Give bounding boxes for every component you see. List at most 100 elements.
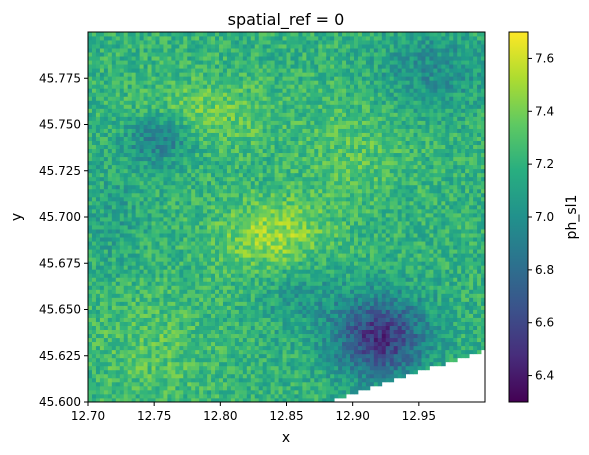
heatmap-cell	[342, 253, 347, 258]
heatmap-cell	[357, 225, 363, 230]
heatmap-cell	[437, 196, 442, 202]
heatmap-cell	[143, 265, 148, 270]
heatmap-cell	[282, 341, 287, 347]
heatmap-cell	[350, 196, 355, 202]
heatmap-cell	[219, 261, 224, 266]
heatmap-cell	[346, 261, 351, 266]
heatmap-cell	[234, 309, 240, 314]
heatmap-cell	[123, 337, 129, 343]
heatmap-cell	[357, 249, 363, 254]
heatmap-cell	[405, 192, 410, 198]
heatmap-cell	[361, 345, 367, 351]
heatmap-cell	[215, 309, 220, 314]
heatmap-cell	[258, 309, 264, 314]
heatmap-cell	[342, 389, 347, 395]
heatmap-cell	[147, 200, 152, 206]
heatmap-cell	[294, 361, 299, 367]
heatmap-cell	[449, 293, 454, 298]
heatmap-cell	[322, 233, 327, 238]
heatmap-cell	[377, 361, 383, 367]
heatmap-cell	[163, 341, 168, 347]
heatmap-cell	[433, 349, 438, 355]
heatmap-cell	[306, 225, 311, 230]
heatmap-cell	[151, 297, 156, 302]
heatmap-cell	[226, 241, 232, 246]
heatmap-cell	[99, 361, 105, 367]
heatmap-cell	[246, 253, 252, 258]
heatmap-cell	[401, 341, 406, 347]
heatmap-cell	[353, 257, 359, 262]
heatmap-cell	[219, 337, 224, 343]
heatmap-cell	[270, 261, 275, 266]
heatmap-cell	[405, 233, 410, 238]
heatmap-cell	[238, 208, 244, 214]
heatmap-cell	[187, 365, 192, 371]
heatmap-cell	[401, 345, 406, 351]
heatmap-cell	[361, 261, 367, 266]
heatmap-cell	[226, 297, 232, 302]
heatmap-cell	[207, 261, 212, 266]
heatmap-cell	[385, 208, 391, 214]
heatmap-cell	[465, 217, 470, 222]
heatmap-cell	[274, 281, 279, 286]
heatmap-cell	[131, 393, 137, 399]
heatmap-cell	[421, 245, 426, 250]
heatmap-cell	[290, 317, 295, 322]
heatmap-cell	[127, 249, 133, 254]
heatmap-cell	[417, 249, 422, 254]
heatmap-cell	[453, 269, 458, 274]
heatmap-cell	[353, 377, 359, 383]
heatmap-cell	[219, 217, 224, 222]
heatmap-cell	[397, 261, 403, 266]
heatmap-cell	[326, 329, 331, 335]
heatmap-cell	[203, 212, 208, 218]
heatmap-cell	[195, 261, 200, 266]
heatmap-cell	[254, 325, 260, 331]
heatmap-cell	[215, 297, 220, 302]
heatmap-cell	[246, 200, 252, 206]
heatmap-cell	[286, 345, 291, 351]
heatmap-cell	[246, 192, 252, 198]
heatmap-cell	[226, 305, 232, 310]
heatmap-cell	[353, 381, 359, 387]
heatmap-cell	[171, 257, 176, 262]
heatmap-cell	[302, 397, 307, 403]
heatmap-cell	[294, 309, 299, 314]
heatmap-cell	[151, 345, 156, 351]
heatmap-cell	[385, 273, 391, 278]
heatmap-cell	[393, 192, 399, 198]
heatmap-cell	[294, 249, 299, 254]
heatmap-cell	[111, 212, 117, 218]
heatmap-cell	[159, 345, 164, 351]
heatmap-cell	[393, 269, 399, 274]
heatmap-cell	[234, 389, 240, 395]
heatmap-cell	[330, 245, 335, 250]
heatmap-cell	[457, 321, 462, 326]
heatmap-cell	[357, 229, 363, 234]
heatmap-cell	[254, 369, 260, 375]
heatmap-cell	[195, 212, 200, 218]
heatmap-cell	[95, 217, 101, 222]
heatmap-cell	[290, 301, 295, 306]
heatmap-cell	[318, 353, 323, 359]
heatmap-cell	[147, 269, 152, 274]
heatmap-cell	[88, 277, 93, 282]
heatmap-cell	[405, 200, 410, 206]
heatmap-cell	[326, 273, 331, 278]
heatmap-cell	[195, 301, 200, 306]
heatmap-cell	[139, 233, 144, 238]
heatmap-cell	[302, 361, 307, 367]
heatmap-cell	[322, 253, 327, 258]
heatmap-cell	[302, 265, 307, 270]
heatmap-cell	[199, 257, 204, 262]
heatmap-cell	[385, 225, 391, 230]
heatmap-cell	[405, 229, 410, 234]
heatmap-cell	[159, 241, 164, 246]
heatmap-cell	[270, 361, 275, 367]
heatmap-cell	[318, 341, 323, 347]
heatmap-cell	[477, 261, 482, 266]
heatmap-cell	[159, 204, 164, 210]
heatmap-cell	[123, 241, 129, 246]
heatmap-cell	[242, 208, 248, 214]
heatmap-cell	[199, 381, 204, 387]
